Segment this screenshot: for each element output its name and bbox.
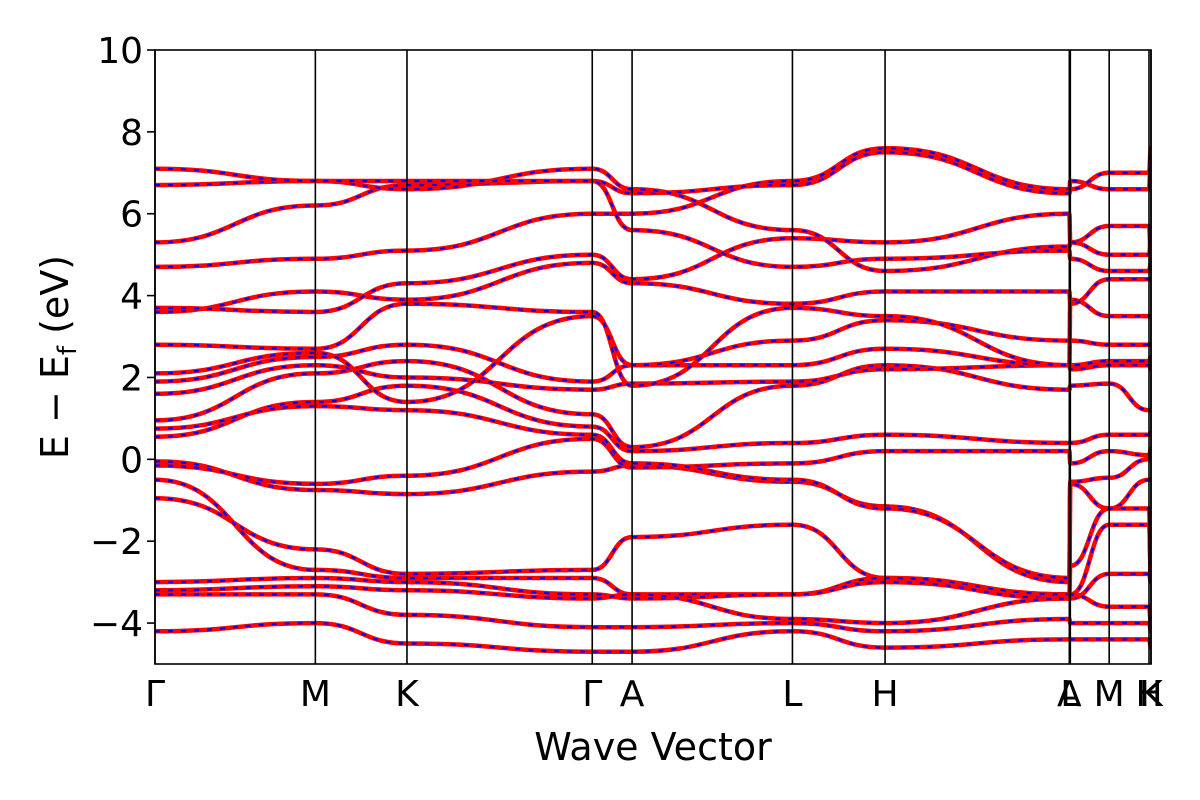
band-line-series-a bbox=[155, 362, 1151, 397]
band-line-series-b bbox=[155, 359, 1151, 449]
y-axis-label-unit: (eV) bbox=[33, 255, 77, 346]
band-line-series-b bbox=[155, 314, 1151, 404]
y-axis-label-main: E − E bbox=[33, 355, 77, 459]
band-line-series-b bbox=[155, 212, 1151, 314]
band-line-series-b bbox=[155, 261, 1151, 314]
y-tick-label: 4 bbox=[120, 277, 143, 318]
band-line-series-b bbox=[155, 621, 1151, 653]
y-tick-label: −2 bbox=[90, 522, 143, 563]
band-line-series-a bbox=[155, 211, 1151, 315]
x-tick-label: H bbox=[1135, 674, 1162, 715]
band-line-series-a bbox=[155, 166, 1151, 274]
y-axis-label: E − Ef (eV) bbox=[33, 255, 83, 459]
band-line-series-b bbox=[155, 384, 1151, 453]
x-tick-label: Γ bbox=[582, 674, 602, 715]
x-tick-label: A bbox=[1057, 674, 1082, 715]
x-tick-label: L bbox=[1060, 674, 1080, 715]
y-tick-label: 0 bbox=[120, 440, 143, 481]
x-axis-label: Wave Vector bbox=[534, 725, 772, 769]
y-ticks-layer: −4 −2 0 2 4 6 8 10 bbox=[90, 31, 155, 645]
x-tick-label: H bbox=[872, 674, 899, 715]
band-line-series-b bbox=[155, 478, 1151, 596]
x-tick-label: Γ bbox=[145, 674, 165, 715]
x-ticks-layer: Γ M K Γ A L H AL M HK bbox=[145, 674, 1164, 715]
x-tick-label: A bbox=[620, 674, 645, 715]
y-tick-label: 6 bbox=[120, 195, 143, 236]
y-axis-label-subscript: f bbox=[53, 345, 83, 355]
x-tick-label: M bbox=[300, 674, 331, 715]
y-tick-label: −4 bbox=[90, 604, 143, 645]
band-line-series-b bbox=[155, 147, 1151, 244]
band-line-series-b bbox=[155, 454, 1151, 584]
band-line-series-b bbox=[155, 404, 1151, 580]
x-tick-label: K bbox=[395, 674, 420, 715]
bands-layer bbox=[155, 145, 1151, 654]
plot-frame bbox=[154, 49, 1152, 665]
band-line-series-a bbox=[155, 260, 1151, 315]
y-tick-label: 10 bbox=[97, 31, 143, 72]
x-tick-label: L bbox=[782, 674, 802, 715]
band-line-series-a bbox=[155, 145, 1151, 245]
band-line-series-b bbox=[155, 298, 1151, 387]
band-line-series-a bbox=[155, 383, 1151, 454]
band-line-series-b bbox=[155, 364, 1151, 395]
x-tick-label: M bbox=[1094, 674, 1125, 715]
y-tick-label: 2 bbox=[120, 358, 143, 399]
x-tick-label: K bbox=[1139, 674, 1164, 715]
y-tick-label: 8 bbox=[120, 113, 143, 154]
